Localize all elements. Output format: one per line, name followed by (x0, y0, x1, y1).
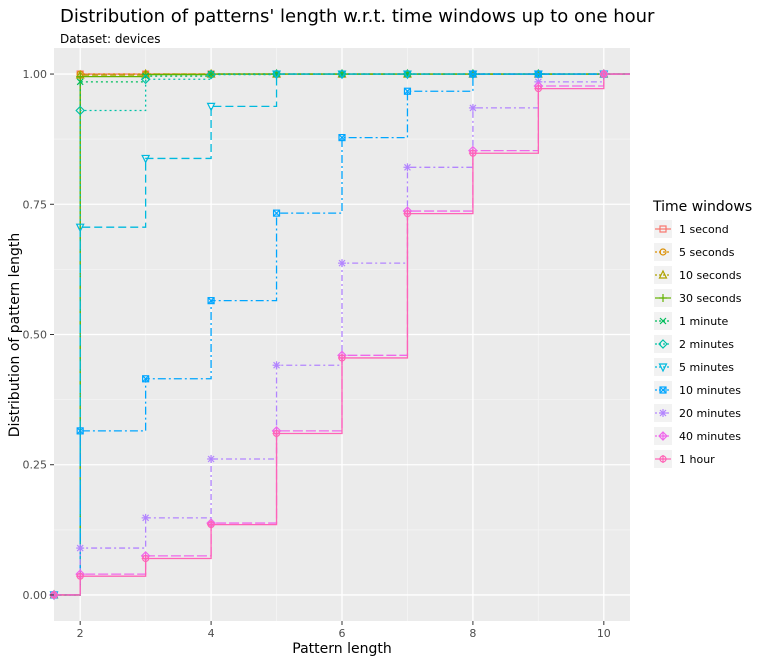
x-tick-label: 8 (469, 627, 476, 640)
y-tick-label: 0.00 (23, 589, 48, 602)
legend-item: 1 minute (654, 312, 729, 330)
legend-key-marker (658, 363, 668, 373)
data-point (207, 520, 216, 529)
data-point (403, 163, 412, 172)
x-tick-label: 2 (77, 627, 84, 640)
data-point (534, 70, 542, 78)
data-point (206, 102, 216, 112)
legend-key-marker (658, 339, 668, 349)
data-point (75, 105, 86, 116)
legend-label: 10 minutes (679, 384, 741, 397)
legend-key-marker (658, 431, 668, 441)
data-point (337, 70, 347, 80)
legend-item: 30 seconds (654, 289, 742, 307)
x-tick-label: 6 (339, 627, 346, 640)
legend-label: 1 hour (679, 453, 715, 466)
y-tick-label: 1.00 (23, 68, 48, 81)
chart-subtitle: Dataset: devices (60, 32, 161, 46)
legend-item: 2 minutes (654, 335, 734, 353)
data-point (142, 375, 150, 383)
legend-key-marker (659, 294, 667, 302)
data-point (338, 133, 346, 142)
series-line (54, 73, 630, 596)
legend-item: 1 second (654, 220, 729, 238)
data-point (141, 554, 150, 563)
legend-key-marker (659, 455, 667, 463)
data-point (468, 103, 477, 112)
legend-label: 30 seconds (679, 292, 742, 305)
series-points (49, 68, 609, 601)
legend-key-marker (659, 225, 667, 233)
data-point (402, 70, 412, 80)
legend-label: 20 minutes (679, 407, 741, 420)
series-line (54, 73, 630, 596)
legend-label: 1 minute (679, 315, 729, 328)
data-point (272, 209, 281, 217)
legend-key-marker (659, 317, 667, 325)
legend-label: 5 seconds (679, 246, 735, 259)
chart-title: Distribution of patterns' length w.r.t. … (60, 6, 655, 27)
legend-item: 10 minutes (654, 381, 741, 399)
legend-label: 2 minutes (679, 338, 734, 351)
legend-key-marker (658, 269, 668, 279)
legend-item: 10 seconds (654, 266, 742, 284)
legend-label: 10 seconds (679, 269, 742, 282)
data-point (140, 74, 151, 85)
data-point (338, 353, 346, 362)
data-point (206, 69, 216, 80)
data-point (142, 72, 150, 80)
data-point (207, 454, 216, 463)
legend-item: 40 minutes (654, 427, 741, 445)
x-tick-label: 4 (208, 627, 215, 640)
y-tick-label: 0.50 (23, 329, 48, 342)
legend-label: 1 second (679, 223, 729, 236)
data-point (403, 87, 412, 95)
data-point (76, 427, 84, 435)
data-point (76, 544, 85, 553)
data-point (76, 72, 85, 81)
series-line (54, 73, 630, 596)
data-point (468, 149, 477, 158)
y-tick-label: 0.75 (23, 198, 48, 211)
legend-item: 20 minutes (654, 404, 741, 422)
legend-label: 40 minutes (679, 430, 741, 443)
data-point (272, 361, 281, 370)
legend-item: 1 hour (654, 450, 715, 468)
data-point (534, 84, 543, 93)
series-line (54, 73, 630, 596)
data-point (207, 297, 215, 305)
data-point (272, 70, 282, 80)
y-axis: 0.00 0.25 0.50 0.75 1.00 (23, 68, 54, 602)
legend-label: 5 minutes (679, 361, 734, 374)
data-point (141, 513, 150, 522)
y-axis-label: Distribution of pattern length (7, 233, 23, 438)
data-point (599, 70, 608, 79)
legend-key-marker (659, 248, 667, 256)
legend-key-marker (659, 386, 667, 394)
data-point (76, 78, 84, 86)
x-axis-label: Pattern length (292, 641, 391, 657)
legend-key-marker (659, 409, 667, 417)
data-point (272, 429, 281, 438)
data-point (141, 154, 151, 164)
legend-title: Time windows (652, 199, 752, 215)
data-point (403, 209, 412, 218)
data-point (469, 70, 477, 78)
legend-item: 5 seconds (654, 243, 735, 261)
data-point (75, 223, 85, 233)
data-point (76, 572, 85, 581)
x-axis: 2 4 6 8 10 (77, 621, 611, 640)
x-tick-label: 10 (597, 627, 611, 640)
y-tick-label: 0.25 (23, 459, 48, 472)
legend: Time windows 1 second 5 seconds 10 seconds… (652, 199, 752, 468)
legend-item: 5 minutes (654, 358, 734, 376)
data-point (338, 259, 346, 268)
